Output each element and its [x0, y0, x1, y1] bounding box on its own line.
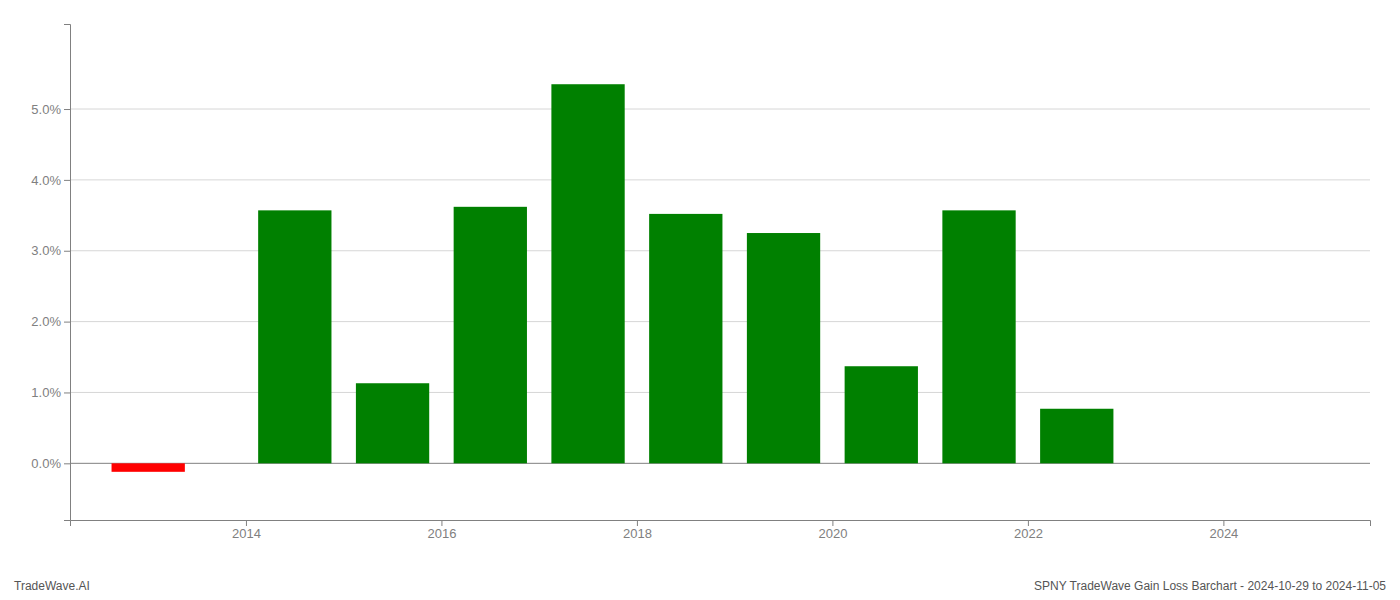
y-tick: 1.0% [31, 385, 70, 400]
y-tick-mark [64, 180, 70, 181]
x-tick-mark [246, 520, 247, 526]
y-tick-label: 2.0% [31, 314, 61, 329]
bar [356, 383, 429, 463]
x-tick-mark [832, 520, 833, 526]
y-tick-mark [64, 251, 70, 252]
bar [551, 84, 624, 463]
x-tick-mark [1223, 520, 1224, 526]
y-tick: 4.0% [31, 173, 70, 188]
x-tick-mark [637, 520, 638, 526]
x-tick-label: 2018 [623, 526, 652, 541]
bar [649, 214, 722, 463]
footer-left: TradeWave.AI [14, 579, 90, 593]
grid-line [70, 109, 1370, 110]
grid-line [70, 179, 1370, 180]
x-tick-mark [441, 520, 442, 526]
y-tick-mark [64, 109, 70, 110]
x-tick-mark [1028, 520, 1029, 526]
bar [845, 366, 918, 463]
y-tick-mark [64, 392, 70, 393]
bar [454, 207, 527, 464]
x-tick-label: 2016 [427, 526, 456, 541]
x-tick: 2018 [623, 520, 652, 541]
y-axis: 0.0% 1.0% 2.0% 3.0% 4.0% 5.0% [31, 25, 70, 521]
y-tick: 5.0% [31, 102, 70, 117]
plot-area: 2014 2016 2018 2020 2022 2024 0.0% 1.0% 2.0% 3.0%… [31, 25, 1370, 542]
y-axis-line [64, 25, 71, 521]
x-tick-label: 2014 [232, 526, 261, 541]
grid [70, 109, 1370, 463]
x-axis-line [71, 521, 1371, 527]
bar [112, 463, 185, 472]
y-tick-mark [64, 463, 70, 464]
x-tick-label: 2022 [1014, 526, 1043, 541]
chart: 2014 2016 2018 2020 2022 2024 0.0% 1.0% 2.0% 3.0%… [0, 0, 1400, 600]
x-tick-label: 2020 [818, 526, 847, 541]
y-tick-label: 4.0% [31, 173, 61, 188]
x-tick: 2020 [818, 520, 847, 541]
x-tick-label: 2024 [1209, 526, 1238, 541]
x-tick: 2016 [427, 520, 456, 541]
y-tick: 2.0% [31, 314, 70, 329]
y-tick-label: 1.0% [31, 385, 61, 400]
x-axis: 2014 2016 2018 2020 2022 2024 [71, 520, 1371, 541]
y-tick-mark [64, 322, 70, 323]
bars [112, 84, 1114, 472]
y-tick-label: 5.0% [31, 102, 61, 117]
y-tick: 0.0% [31, 456, 70, 471]
y-tick-label: 0.0% [31, 456, 61, 471]
x-tick: 2022 [1014, 520, 1043, 541]
x-tick: 2014 [232, 520, 261, 541]
bar [747, 233, 820, 463]
bar [942, 210, 1015, 463]
y-tick-label: 3.0% [31, 243, 61, 258]
footer-right: SPNY TradeWave Gain Loss Barchart - 2024… [1034, 579, 1386, 593]
bar [1040, 409, 1113, 464]
bar [258, 210, 331, 463]
y-tick: 3.0% [31, 243, 70, 258]
x-tick: 2024 [1209, 520, 1238, 541]
